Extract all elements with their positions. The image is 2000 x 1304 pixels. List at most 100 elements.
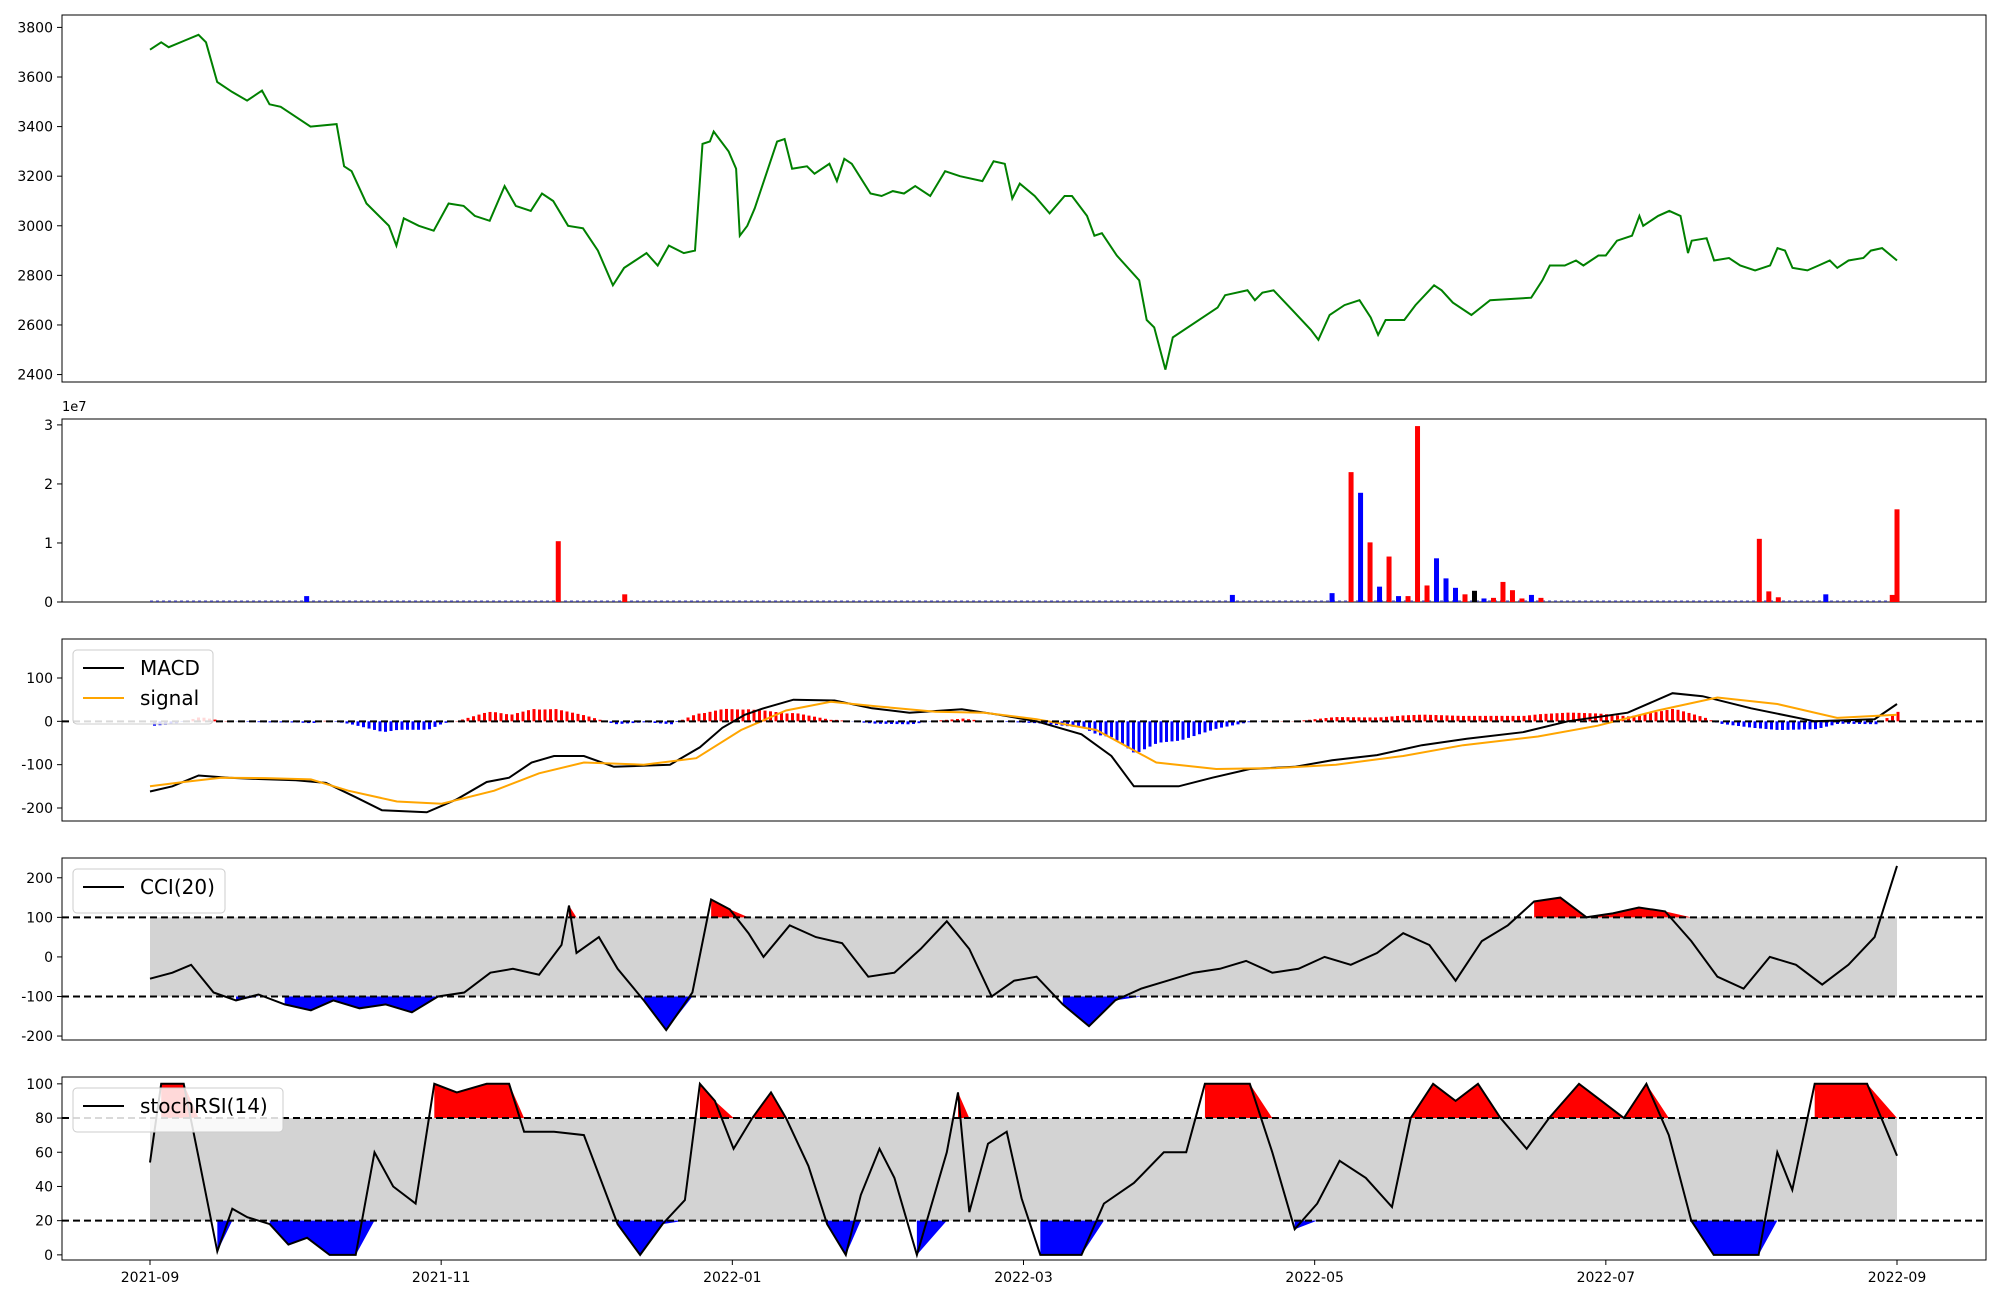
volume-bar-small — [888, 601, 891, 603]
volume-bar-small — [864, 601, 867, 603]
macd-histogram-bar — [527, 710, 530, 721]
volume-bar — [1358, 493, 1363, 602]
volume-bar-small — [378, 601, 381, 603]
volume-bar-small — [840, 601, 843, 603]
macd-histogram-bar — [1143, 721, 1146, 749]
macd-histogram-bar — [373, 721, 376, 730]
volume-y-tick-label: 3 — [44, 418, 53, 434]
volume-bar-small — [1020, 601, 1023, 603]
macd-histogram-bar — [555, 709, 558, 721]
macd-histogram-bar — [1138, 721, 1141, 752]
x-tick-label: 2022-01 — [703, 1270, 762, 1286]
volume-bar-small — [1806, 601, 1809, 603]
stochrsi-y-tick-label: 0 — [44, 1248, 53, 1264]
volume-bar-small — [1722, 601, 1725, 603]
volume-bar-small — [1830, 601, 1833, 603]
macd-histogram-bar — [1677, 710, 1680, 722]
macd-histogram-bar — [1693, 715, 1696, 722]
volume-bar-small — [1374, 601, 1377, 603]
volume-bar-small — [522, 601, 525, 603]
volume-bar-small — [1746, 601, 1749, 603]
volume-bar-small — [1014, 601, 1017, 603]
volume-bar-small — [180, 601, 183, 603]
macd-histogram-bar — [423, 721, 426, 729]
volume-bar — [1453, 588, 1458, 602]
volume-bar-small — [1044, 601, 1047, 603]
volume-bar-small — [330, 601, 333, 603]
volume-bar-small — [264, 601, 267, 603]
price-y-tick-label: 2400 — [17, 368, 53, 384]
macd-histogram-bar — [1176, 721, 1179, 741]
volume-bar-small — [588, 601, 591, 603]
stochrsi-y-tick-label: 100 — [26, 1077, 53, 1093]
volume-bar-small — [276, 601, 279, 603]
volume-bar-small — [384, 601, 387, 603]
volume-bar-small — [168, 601, 171, 603]
volume-bar-small — [954, 601, 957, 603]
volume-bar-small — [1032, 601, 1035, 603]
volume-bar — [1510, 590, 1515, 602]
volume-bar — [1230, 595, 1235, 602]
x-tick-label: 2021-09 — [121, 1270, 180, 1286]
volume-bar-small — [1272, 601, 1275, 603]
macd-histogram-bar — [1149, 721, 1152, 746]
macd-histogram-bar — [544, 709, 547, 721]
macd-y-tick-label: -100 — [21, 758, 53, 774]
macd-histogram-bar — [401, 721, 404, 729]
volume-bar-small — [1212, 601, 1215, 603]
volume-bar-small — [1284, 601, 1287, 603]
volume-bar-small — [1122, 601, 1125, 603]
volume-bar-small — [282, 601, 285, 603]
macd-histogram-bar — [1165, 721, 1168, 742]
macd-histogram-bar — [1116, 721, 1119, 740]
macd-histogram-bar — [560, 710, 563, 721]
volume-bar-small — [906, 601, 909, 603]
volume-bar — [1538, 598, 1543, 602]
macd-histogram-bar — [1204, 721, 1207, 732]
macd-histogram-bar — [703, 713, 706, 721]
volume-bar-small — [1728, 601, 1731, 603]
volume-bar-small — [618, 601, 621, 603]
x-tick-label: 2021-11 — [412, 1270, 471, 1286]
volume-bar-small — [990, 601, 993, 603]
volume-bar-small — [546, 601, 549, 603]
volume-bar-small — [1080, 601, 1083, 603]
volume-bar-small — [204, 601, 207, 603]
macd-histogram-bar — [698, 714, 701, 722]
macd-histogram-bar — [379, 721, 382, 731]
volume-bar — [1368, 542, 1373, 602]
macd-histogram-bar — [505, 714, 508, 721]
volume-bar-small — [480, 601, 483, 603]
volume-bar-small — [1572, 601, 1575, 603]
volume-bar-small — [750, 601, 753, 603]
macd-histogram-bar — [1814, 721, 1817, 729]
macd-histogram-bar — [538, 710, 541, 722]
volume-bar-small — [516, 601, 519, 603]
volume-bar-small — [1320, 601, 1323, 603]
volume-bar-small — [882, 601, 885, 603]
cci-y-tick-label: 200 — [26, 871, 53, 887]
cci-y-tick-label: -100 — [21, 989, 53, 1005]
macd-histogram-bar — [780, 713, 783, 722]
volume-bar-small — [690, 601, 693, 603]
volume-y-tick-label: 1 — [44, 536, 53, 552]
volume-bar-small — [372, 601, 375, 603]
macd-histogram-bar — [522, 712, 525, 722]
stochrsi-overbought-fill — [1549, 1084, 1669, 1118]
volume-bar-small — [396, 601, 399, 603]
volume-frame — [62, 419, 1986, 602]
volume-bar-small — [1038, 601, 1041, 603]
volume-bar-small — [834, 601, 837, 603]
macd-histogram-bar — [1759, 721, 1762, 728]
volume-bar-small — [294, 601, 297, 603]
macd-histogram-bar — [1550, 714, 1553, 722]
volume-bar-small — [1170, 601, 1173, 603]
price-y-tick-label: 3000 — [17, 219, 53, 235]
macd-legend-label: signal — [140, 686, 199, 710]
macd-histogram-bar — [1649, 713, 1652, 721]
macd-histogram-bar — [797, 713, 800, 721]
macd-histogram-bar — [1110, 721, 1113, 737]
volume-bar-small — [570, 601, 573, 603]
volume-y-tick-label: 2 — [44, 477, 53, 493]
